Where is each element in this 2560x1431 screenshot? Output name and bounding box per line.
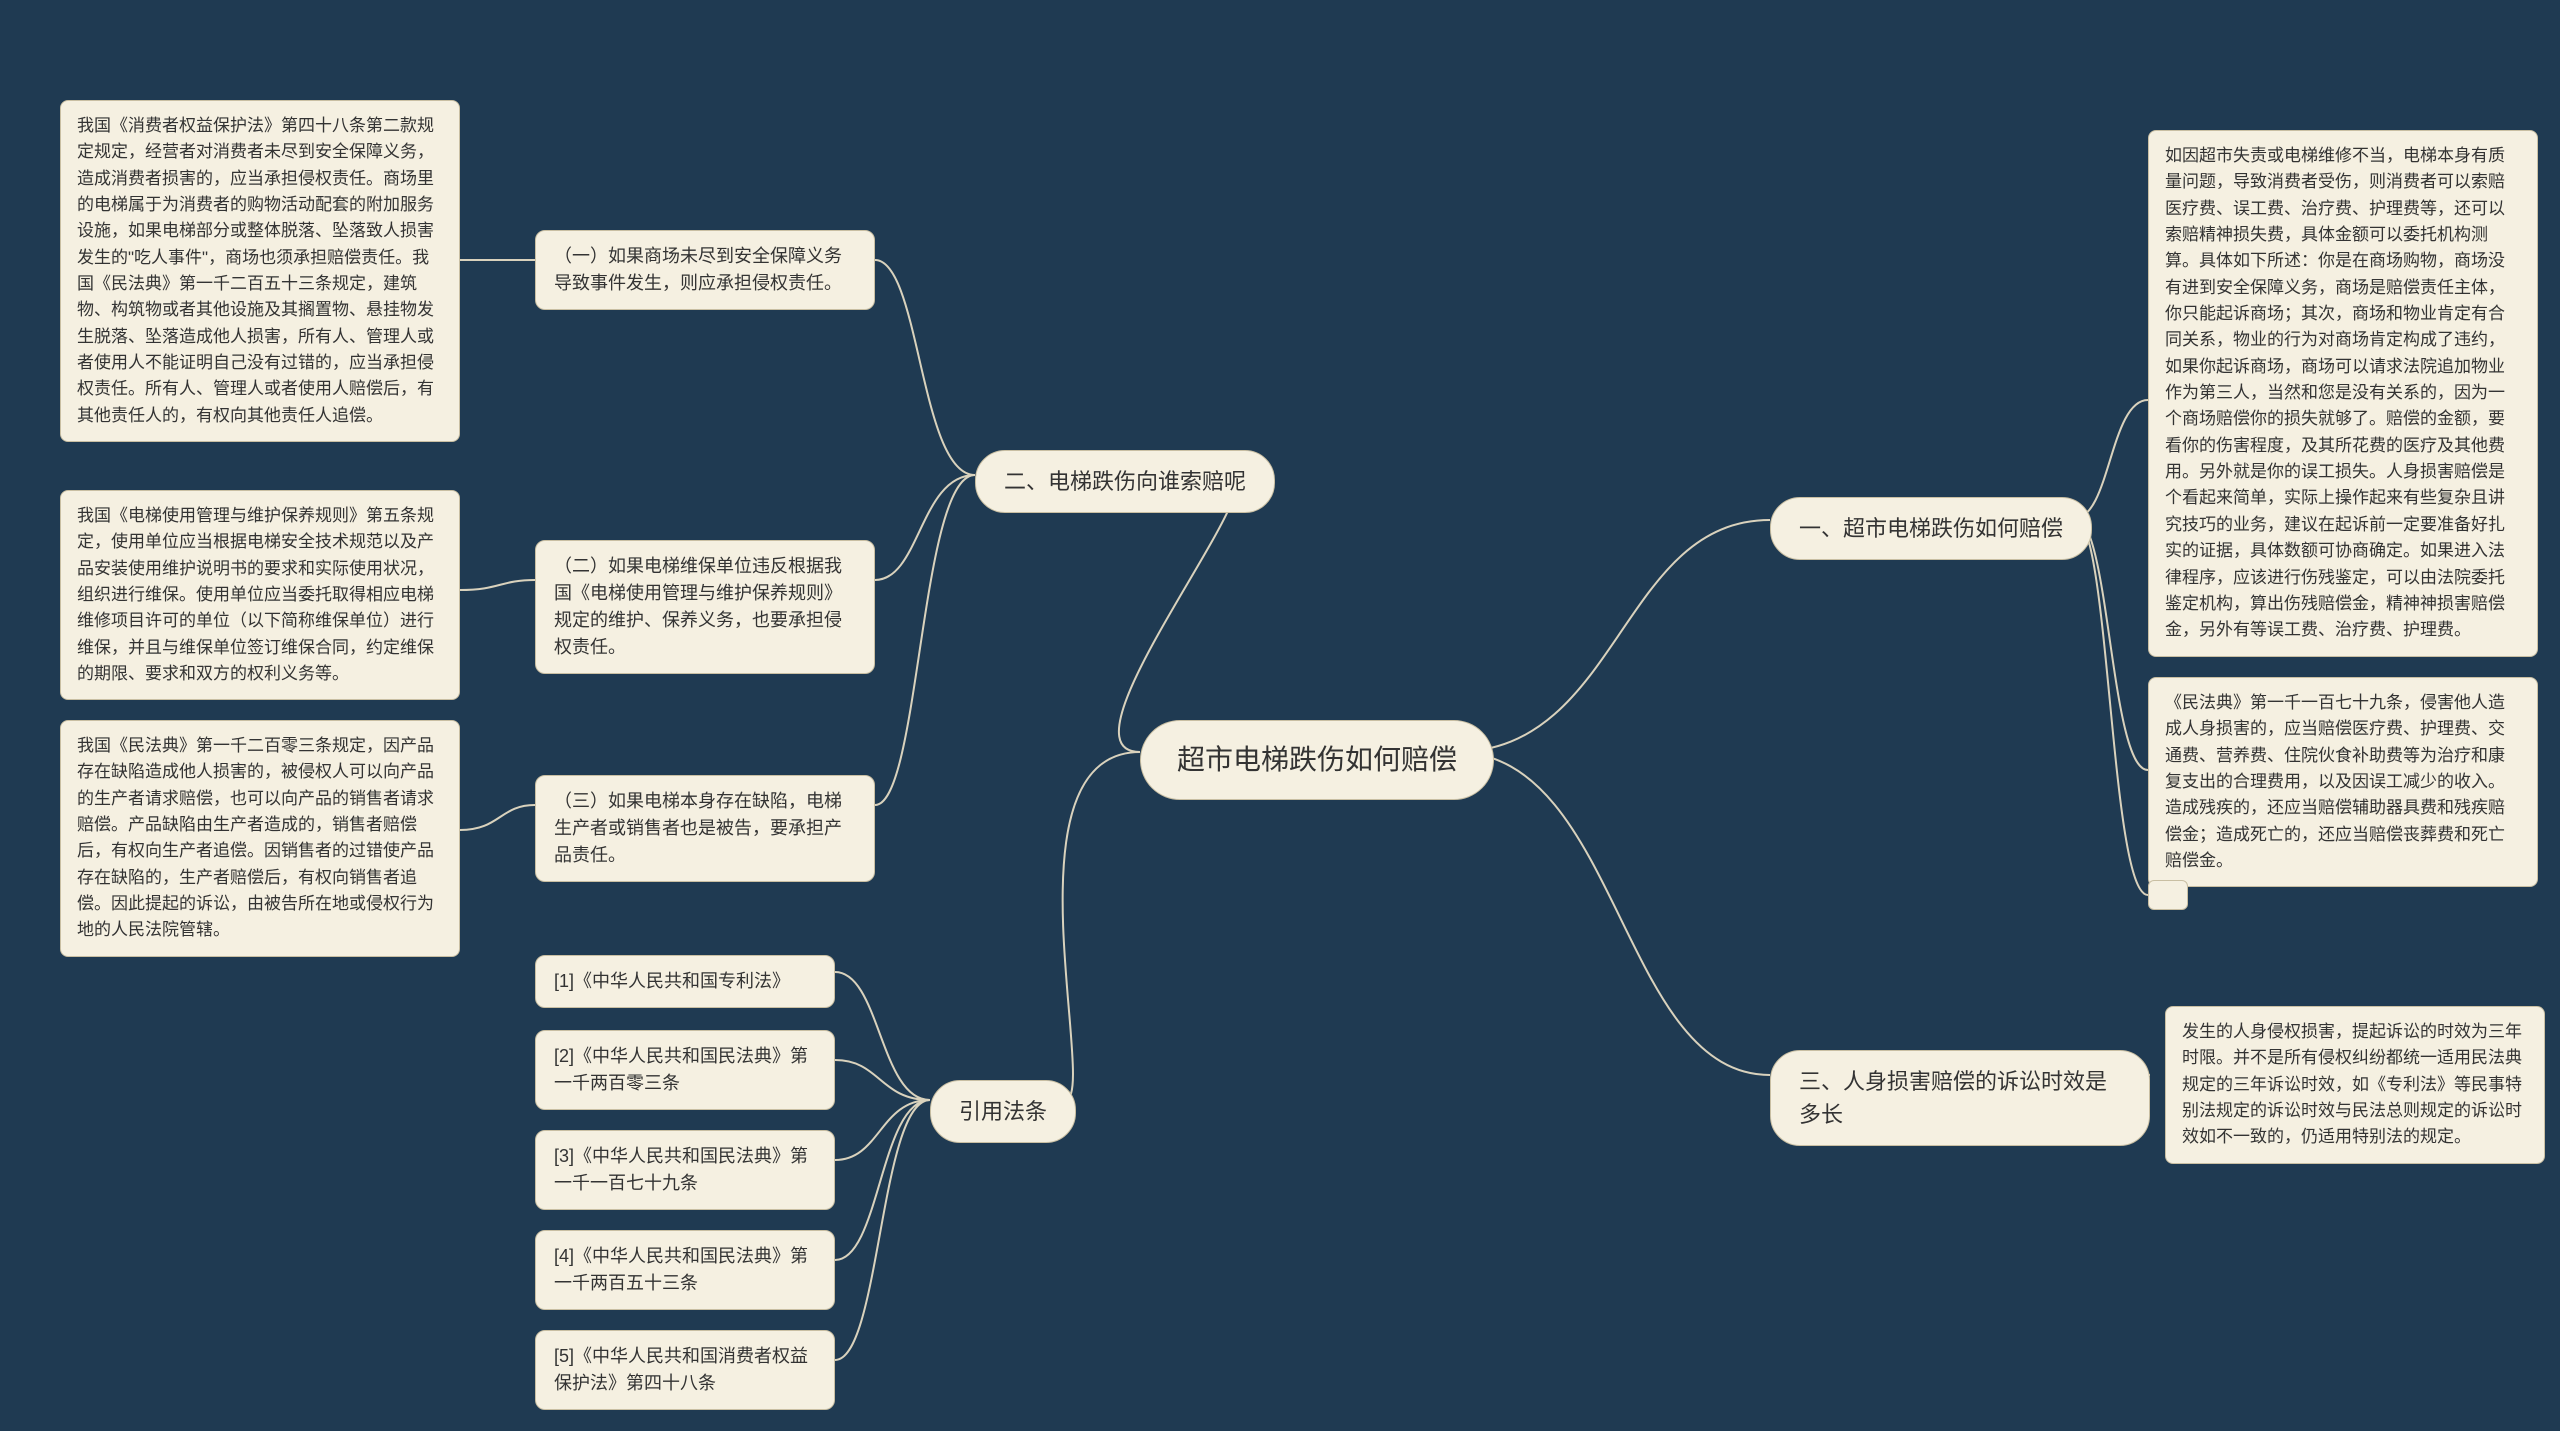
- root-label: 超市电梯跌伤如何赔偿: [1177, 744, 1457, 775]
- branch-1-label: 一、超市电梯跌伤如何赔偿: [1799, 516, 2063, 541]
- connector: [835, 1060, 930, 1100]
- root-node[interactable]: 超市电梯跌伤如何赔偿: [1140, 720, 1494, 800]
- branch-2-leaf-3[interactable]: 我国《民法典》第一千二百零三条规定，因产品存在缺陷造成他人损害的，被侵权人可以向…: [60, 720, 460, 957]
- leaf-text: 我国《民法典》第一千二百零三条规定，因产品存在缺陷造成他人损害的，被侵权人可以向…: [77, 736, 434, 939]
- connector: [2075, 400, 2148, 518]
- connector: [875, 475, 975, 805]
- sub-label: （三）如果电梯本身存在缺陷，电梯生产者或销售者也是被告，要承担产品责任。: [554, 791, 842, 865]
- branch-4-label: 引用法条: [959, 1099, 1047, 1124]
- leaf-text: 如因超市失责或电梯维修不当，电梯本身有质量问题，导致消费者受伤，则消费者可以索赔…: [2165, 146, 2505, 639]
- branch-2-label: 二、电梯跌伤向谁索赔呢: [1004, 469, 1246, 494]
- leaf-text: 我国《消费者权益保护法》第四十八条第二款规定规定，经营者对消费者未尽到安全保障义…: [77, 116, 434, 425]
- branch-1-leaf-2[interactable]: 《民法典》第一千一百七十九条，侵害他人造成人身损害的，应当赔偿医疗费、护理费、交…: [2148, 677, 2538, 887]
- leaf-text: 《民法典》第一千一百七十九条，侵害他人造成人身损害的，应当赔偿医疗费、护理费、交…: [2165, 693, 2505, 870]
- branch-4[interactable]: 引用法条: [930, 1080, 1076, 1143]
- branch-3-leaf-1[interactable]: 发生的人身侵权损害，提起诉讼的时效为三年时限。并不是所有侵权纠纷都统一适用民法典…: [2165, 1006, 2545, 1164]
- connector: [1455, 520, 1770, 752]
- connector: [460, 580, 535, 590]
- branch-4-sub-4[interactable]: [4]《中华人民共和国民法典》第一千两百五十三条: [535, 1230, 835, 1310]
- connector: [875, 260, 975, 475]
- branch-2[interactable]: 二、电梯跌伤向谁索赔呢: [975, 450, 1275, 513]
- connector: [835, 972, 930, 1100]
- connector: [835, 1100, 930, 1160]
- branch-4-sub-2[interactable]: [2]《中华人民共和国民法典》第一千两百零三条: [535, 1030, 835, 1110]
- branch-2-leaf-1[interactable]: 我国《消费者权益保护法》第四十八条第二款规定规定，经营者对消费者未尽到安全保障义…: [60, 100, 460, 442]
- connector: [1455, 752, 1770, 1075]
- connector: [875, 475, 975, 580]
- sub-label: （一）如果商场未尽到安全保障义务导致事件发生，则应承担侵权责任。: [554, 246, 842, 293]
- branch-2-sub-1[interactable]: （一）如果商场未尽到安全保障义务导致事件发生，则应承担侵权责任。: [535, 230, 875, 310]
- connector: [835, 1100, 930, 1260]
- branch-1-leaf-1[interactable]: 如因超市失责或电梯维修不当，电梯本身有质量问题，导致消费者受伤，则消费者可以索赔…: [2148, 130, 2538, 657]
- branch-4-sub-5[interactable]: [5]《中华人民共和国消费者权益保护法》第四十八条: [535, 1330, 835, 1410]
- branch-2-sub-3[interactable]: （三）如果电梯本身存在缺陷，电梯生产者或销售者也是被告，要承担产品责任。: [535, 775, 875, 882]
- branch-4-sub-3[interactable]: [3]《中华人民共和国民法典》第一千一百七十九条: [535, 1130, 835, 1210]
- branch-4-sub-1[interactable]: [1]《中华人民共和国专利法》: [535, 955, 835, 1008]
- connector: [1063, 752, 1140, 1100]
- branch-2-leaf-2[interactable]: 我国《电梯使用管理与维护保养规则》第五条规定，使用单位应当根据电梯安全技术规范以…: [60, 490, 460, 700]
- branch-3[interactable]: 三、人身损害赔偿的诉讼时效是多长: [1770, 1050, 2150, 1146]
- branch-3-label: 三、人身损害赔偿的诉讼时效是多长: [1799, 1069, 2107, 1127]
- branch-1[interactable]: 一、超市电梯跌伤如何赔偿: [1770, 497, 2092, 560]
- sub-label: （二）如果电梯维保单位违反根据我国《电梯使用管理与维护保养规则》规定的维护、保养…: [554, 556, 842, 657]
- sub-label: [3]《中华人民共和国民法典》第一千一百七十九条: [554, 1146, 808, 1193]
- sub-label: [2]《中华人民共和国民法典》第一千两百零三条: [554, 1046, 808, 1093]
- branch-1-leaf-3[interactable]: [2148, 880, 2188, 910]
- connector: [835, 1100, 930, 1360]
- connector: [2075, 518, 2148, 895]
- sub-label: [5]《中华人民共和国消费者权益保护法》第四十八条: [554, 1346, 808, 1393]
- sub-label: [4]《中华人民共和国民法典》第一千两百五十三条: [554, 1246, 808, 1293]
- connector: [460, 805, 535, 830]
- connector: [2075, 518, 2148, 770]
- sub-label: [1]《中华人民共和国专利法》: [554, 971, 790, 991]
- branch-2-sub-2[interactable]: （二）如果电梯维保单位违反根据我国《电梯使用管理与维护保养规则》规定的维护、保养…: [535, 540, 875, 674]
- leaf-text: 发生的人身侵权损害，提起诉讼的时效为三年时限。并不是所有侵权纠纷都统一适用民法典…: [2182, 1022, 2522, 1146]
- leaf-text: 我国《电梯使用管理与维护保养规则》第五条规定，使用单位应当根据电梯安全技术规范以…: [77, 506, 434, 683]
- connector: [1119, 475, 1237, 752]
